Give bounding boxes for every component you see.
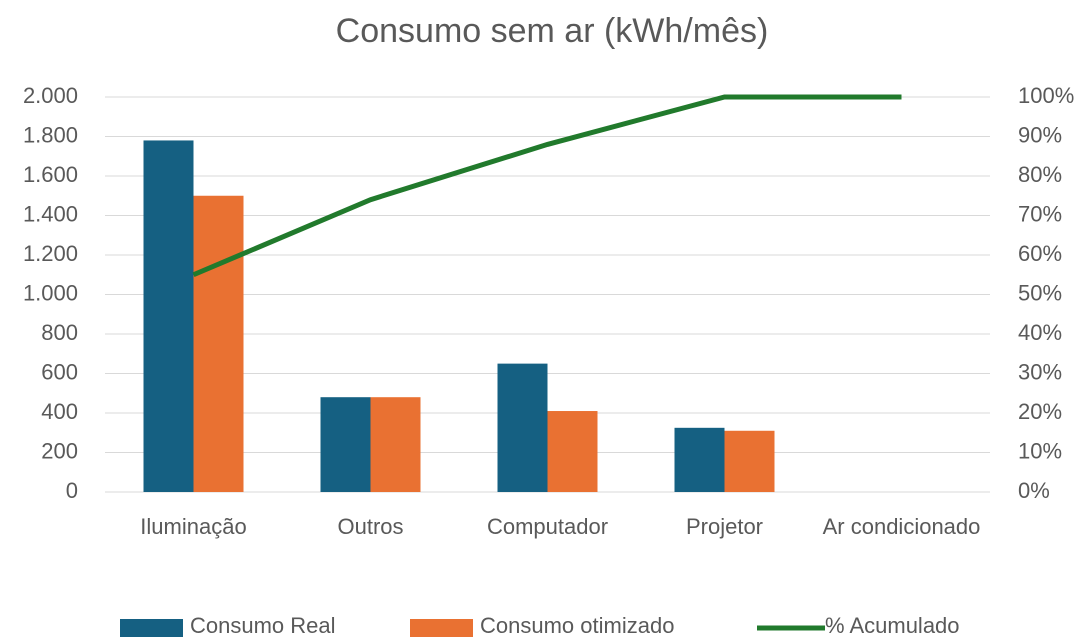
y-tick-label: 2.000 [23,83,78,108]
legend-label: Consumo Real [190,613,336,638]
line-series [192,94,902,278]
chart-title: Consumo sem ar (kWh/mês) [336,12,769,50]
y-tick-label: 600 [41,359,78,384]
legend-label: % Acumulado [825,613,960,638]
x-tick-label: Projetor [685,514,764,539]
y2-tick-label: 100% [1018,83,1074,108]
bar [370,397,421,492]
x-tick-label: Ar condicionado [822,514,981,539]
bar [320,397,371,492]
y-tick-label: 400 [41,399,78,424]
y-tick-label: 1.200 [23,241,78,266]
y-tick-label: 200 [41,438,78,463]
legend-label: Consumo otimizado [480,613,674,638]
legend-swatch [410,619,473,637]
y-tick-label: 0 [66,478,78,503]
y-tick-label: 1.800 [23,122,78,147]
legend-swatch [120,619,183,637]
x-tick-label: Computador [486,514,609,539]
y2-tick-label: 60% [1018,241,1062,266]
bar [193,195,244,492]
y2-tick-label: 20% [1018,399,1062,424]
y2-tick-label: 70% [1018,201,1062,226]
bar [724,430,775,492]
x-tick-label: Iluminação [140,514,247,539]
y2-tick-label: 0% [1018,478,1050,503]
y2-tick-label: 90% [1018,122,1062,147]
bar [674,427,725,492]
y2-tick-label: 80% [1018,162,1062,187]
y-tick-label: 1.600 [23,162,78,187]
y2-tick-label: 30% [1018,359,1062,384]
y-tick-label: 800 [41,320,78,345]
y2-tick-label: 50% [1018,280,1062,305]
x-tick-label: Outros [337,514,404,539]
y2-tick-label: 40% [1018,320,1062,345]
y-tick-label: 1.000 [23,280,78,305]
y2-tick-label: 10% [1018,438,1062,463]
bar [547,411,598,492]
bar [497,363,548,492]
bar [143,140,194,492]
y-tick-label: 1.400 [23,201,78,226]
